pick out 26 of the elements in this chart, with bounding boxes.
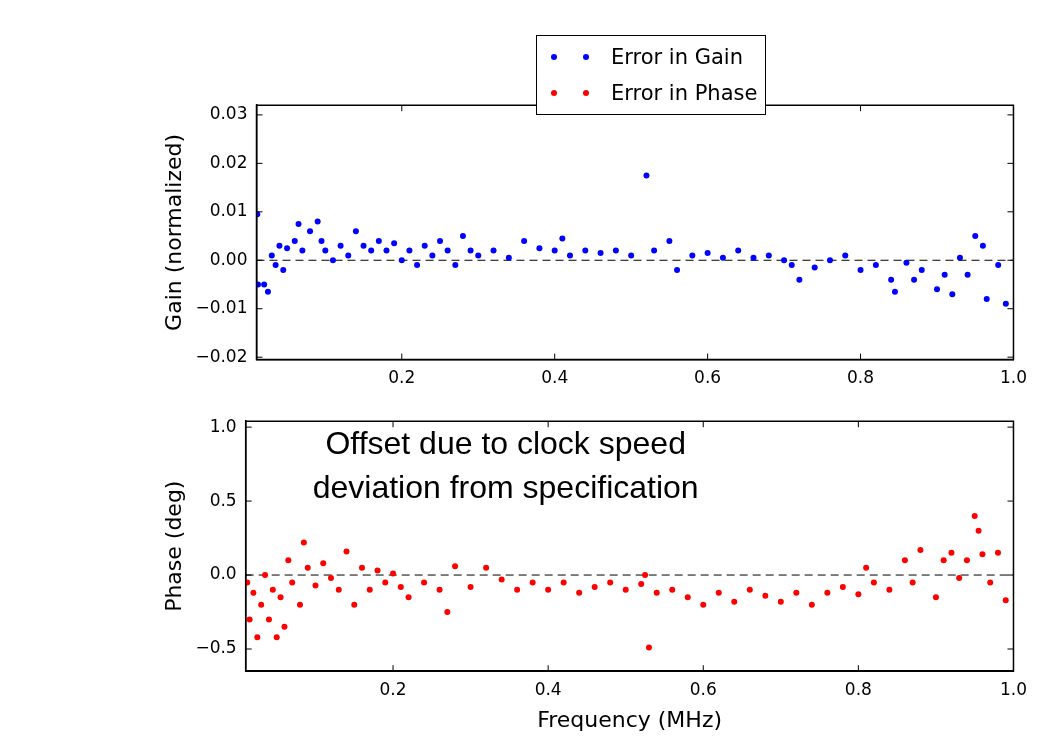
y-tick-label: −0.5 <box>195 637 237 658</box>
y-tick-label: 0.0 <box>209 563 237 584</box>
x-tick-label: 1.0 <box>999 367 1028 388</box>
y-tick-label: 0.00 <box>209 248 248 269</box>
x-tick-label: 0.6 <box>694 367 722 388</box>
annotation: Offset due to clock speed deviation from specification <box>312 425 699 506</box>
legend-label: Error in Phase <box>611 81 758 105</box>
y-tick-label: 0.02 <box>209 151 248 172</box>
x-tick-label: 1.0 <box>999 678 1028 699</box>
y-tick-label: 0.5 <box>209 489 237 510</box>
x-tick-label: 0.6 <box>689 678 717 699</box>
x-tick-label: 0.2 <box>379 678 407 699</box>
y-tick-label: −0.02 <box>195 345 248 366</box>
x-tick-label: 0.4 <box>534 678 562 699</box>
x-tick-label: 0.4 <box>541 367 569 388</box>
legend-label: Error in Gain <box>611 45 743 69</box>
x-axis-title: Frequency (MHz) <box>537 706 723 732</box>
y-tick-label: 0.01 <box>209 200 248 221</box>
y-tick-label: −0.01 <box>195 297 248 318</box>
x-tick-label: 0.8 <box>844 678 872 699</box>
y-tick-label: 1.0 <box>209 415 237 436</box>
y-axis-title: Gain (normalized) <box>160 133 186 331</box>
x-tick-label: 0.2 <box>388 367 416 388</box>
y-tick-label: 0.03 <box>209 103 248 124</box>
x-tick-label: 0.8 <box>847 367 875 388</box>
y-axis-title: Phase (deg) <box>160 480 186 612</box>
